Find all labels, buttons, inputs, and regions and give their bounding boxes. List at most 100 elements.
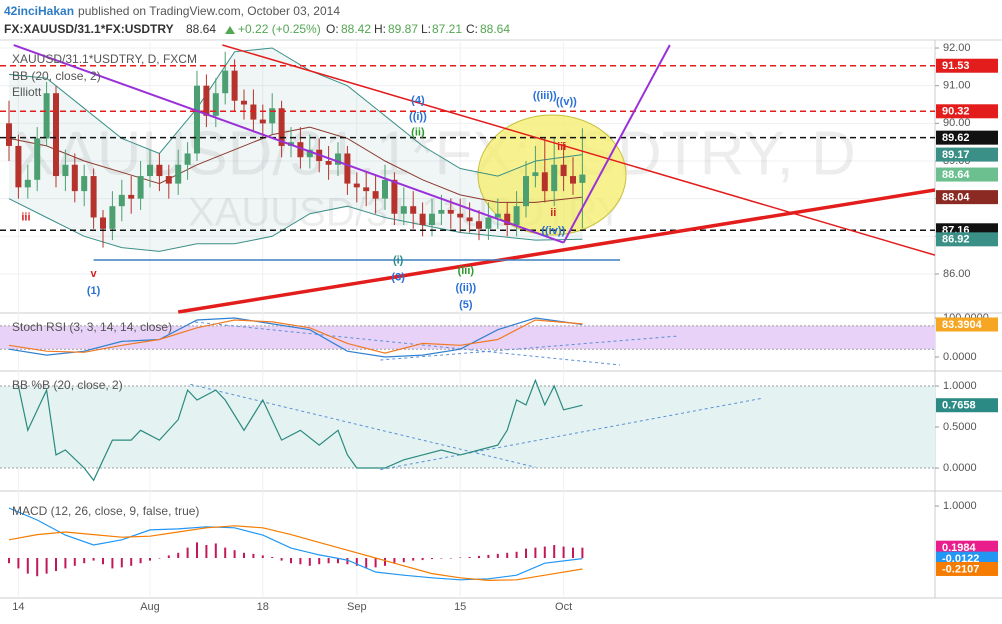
- price-tag-label: 0.1984: [942, 542, 977, 554]
- price-tag: [936, 190, 998, 205]
- candle-body: [156, 164, 163, 177]
- candle-body: [306, 149, 313, 158]
- price-tag: [936, 540, 998, 555]
- y-tick-label: 90.00: [943, 117, 971, 129]
- histogram-bar: [496, 553, 499, 559]
- elliott-label: ((iv)): [541, 225, 565, 237]
- elliott-label: ii: [550, 207, 556, 219]
- histogram-bar: [478, 555, 480, 559]
- price-tag-label: 88.04: [942, 192, 970, 204]
- histogram-bar: [337, 558, 339, 564]
- candle-body: [34, 138, 41, 180]
- histogram-bar: [290, 558, 292, 564]
- candle-body: [212, 93, 219, 116]
- price-tag: [936, 58, 998, 73]
- candle-body: [128, 194, 135, 199]
- price-change: +0.22 (+0.25%): [238, 22, 321, 36]
- candle-body: [278, 108, 285, 146]
- candle-body: [137, 176, 144, 199]
- histogram-bar: [346, 558, 349, 565]
- candle-body: [438, 209, 445, 214]
- published-text: published on TradingView.com, October 03…: [78, 4, 340, 18]
- trend-line: [380, 397, 763, 471]
- histogram-bar: [92, 558, 95, 561]
- indicator-line: [8, 317, 583, 358]
- candle-body: [15, 145, 22, 188]
- histogram-bar: [149, 558, 151, 561]
- histogram-bar: [412, 558, 415, 561]
- histogram-bar: [205, 545, 208, 559]
- symbol: FX:XAUUSD/31.1*FX:USDTRY: [4, 22, 174, 36]
- candle-body: [241, 100, 247, 105]
- price-tag-label: 86.92: [942, 234, 970, 246]
- band-fill: [0, 386, 935, 469]
- price-tag-label: 83.3904: [942, 319, 983, 331]
- candle-body: [560, 164, 567, 177]
- candle-body: [100, 217, 106, 229]
- candle-body: [165, 176, 172, 184]
- bb-upper: [8, 47, 583, 177]
- histogram-bar: [308, 558, 311, 566]
- price-tag-label: 0.7658: [942, 400, 976, 412]
- y-tick-label: 92.00: [943, 42, 971, 54]
- candle-body: [175, 164, 182, 184]
- ohlc-value: 89.87: [388, 22, 418, 36]
- candle-body: [259, 119, 266, 124]
- trend-line: [380, 335, 679, 361]
- histogram-bar: [280, 558, 283, 561]
- candle-body: [466, 217, 473, 222]
- candle-body: [419, 213, 426, 226]
- candle-body: [109, 206, 116, 229]
- histogram-bar: [55, 558, 57, 572]
- candle-body: [203, 85, 210, 116]
- band-fill: [9, 48, 583, 252]
- x-tick-label: Aug: [140, 601, 160, 613]
- candle-body: [147, 164, 153, 177]
- elliott-label: iii: [21, 211, 30, 223]
- histogram-bar: [581, 547, 584, 559]
- x-tick-label: 15: [454, 601, 466, 613]
- candle-body: [494, 213, 501, 218]
- price-tag-label: 90.32: [942, 106, 970, 118]
- candle-body: [391, 179, 398, 214]
- histogram-bar: [440, 558, 443, 559]
- candle-body: [118, 194, 125, 207]
- candle-body: [6, 123, 12, 146]
- pane-title: BB %B (20, close, 2): [12, 378, 123, 392]
- candle-body: [53, 93, 59, 177]
- histogram-bar: [487, 554, 490, 559]
- histogram-bar: [214, 543, 217, 559]
- indicator-line: [17, 378, 583, 482]
- histogram-bar: [158, 558, 161, 559]
- header-line: 42inciHakan published on TradingView.com,…: [4, 4, 340, 18]
- y-tick-label: 0.0000: [943, 351, 977, 363]
- histogram-bar: [534, 547, 537, 559]
- histogram-bar: [64, 558, 67, 569]
- histogram-bar: [83, 558, 86, 564]
- price-tag-label: 89.17: [942, 149, 970, 161]
- up-arrow: [225, 26, 235, 34]
- author-link[interactable]: 42inciHakan: [4, 4, 74, 18]
- histogram-bar: [243, 552, 245, 559]
- histogram-bar: [355, 558, 358, 566]
- legend-title: XAUUSD/31.1*USDTRY, D, FXCM: [12, 52, 197, 66]
- candle-body: [570, 176, 576, 184]
- histogram-bar: [449, 558, 452, 559]
- trend-line: [222, 44, 936, 256]
- price-tag: [936, 147, 998, 162]
- ohlc-label: L:: [421, 22, 431, 36]
- price-tag: [936, 232, 998, 247]
- candle-body: [429, 213, 435, 226]
- elliott-label: ((i)): [409, 111, 427, 123]
- candle-body: [231, 70, 238, 101]
- y-tick-label: 1.0000: [943, 380, 977, 392]
- histogram-bar: [17, 558, 20, 569]
- x-tick-label: Oct: [555, 601, 572, 613]
- elliott-label: (iii): [458, 265, 475, 277]
- histogram-bar: [327, 558, 330, 564]
- y-tick-label: 0.0000: [943, 462, 977, 474]
- candle-body: [81, 176, 88, 192]
- histogram-bar: [26, 558, 29, 574]
- candle-body: [71, 164, 78, 192]
- candle-body: [90, 176, 97, 218]
